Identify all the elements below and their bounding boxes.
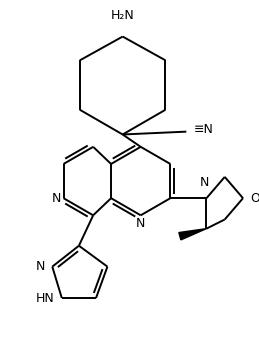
Text: N: N <box>136 217 145 230</box>
Polygon shape <box>179 229 206 240</box>
Text: N: N <box>200 176 209 189</box>
Text: N: N <box>51 192 61 205</box>
Text: N: N <box>35 260 45 273</box>
Text: O: O <box>251 192 259 205</box>
Text: H₂N: H₂N <box>111 9 134 22</box>
Text: ≡N: ≡N <box>194 123 214 136</box>
Text: HN: HN <box>35 292 54 305</box>
